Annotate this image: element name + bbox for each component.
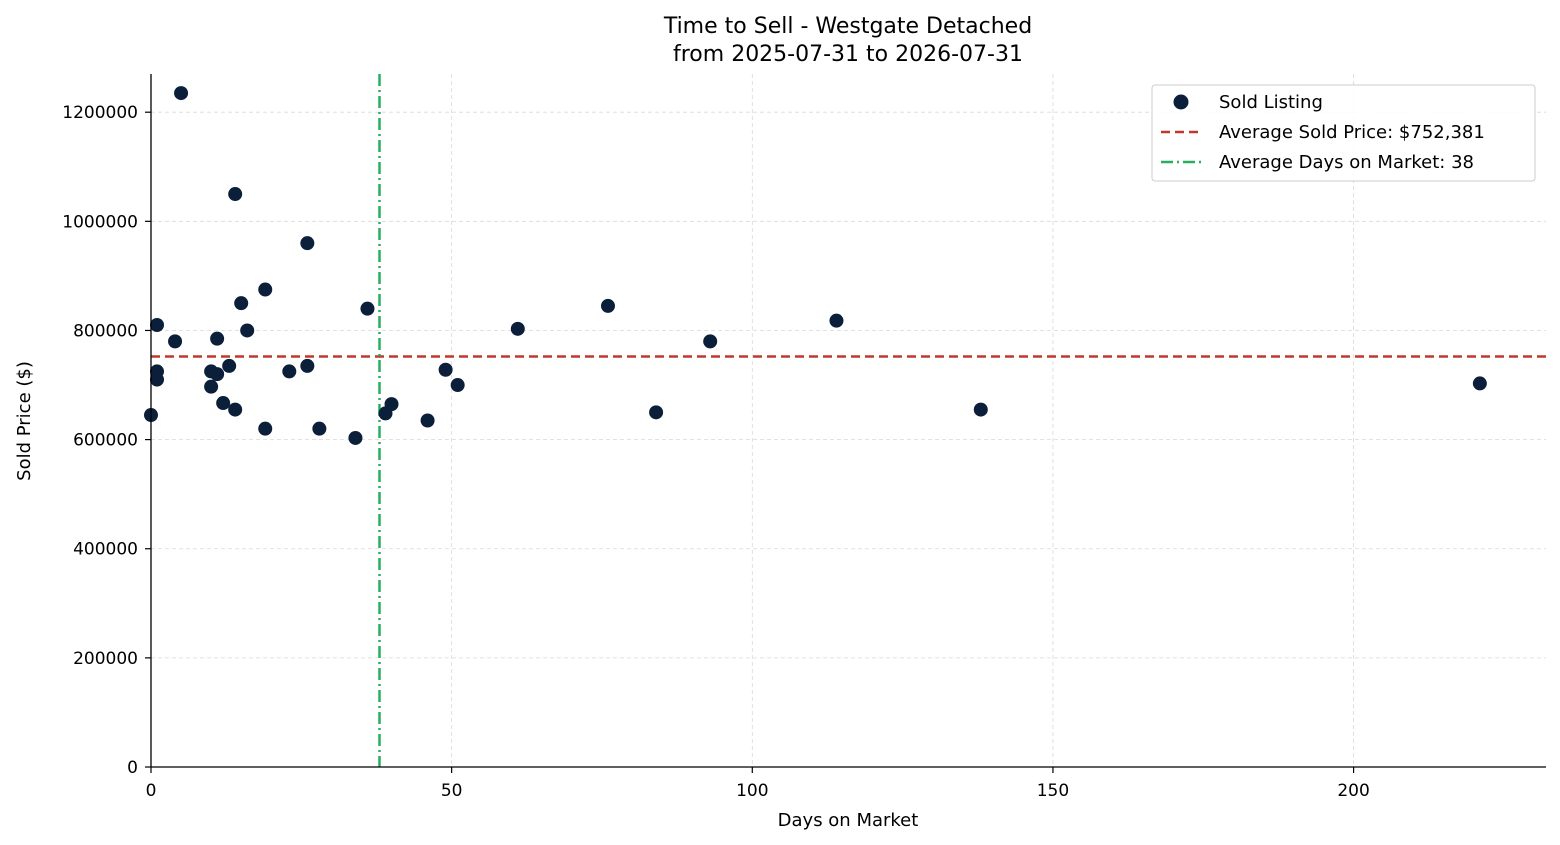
data-point bbox=[438, 362, 453, 377]
y-tick-label: 800000 bbox=[73, 321, 138, 341]
data-point bbox=[240, 323, 255, 338]
x-tick-label: 150 bbox=[1037, 781, 1069, 801]
x-tick-label: 100 bbox=[736, 781, 768, 801]
data-point bbox=[150, 372, 165, 387]
y-tick-label: 600000 bbox=[73, 431, 138, 451]
data-point bbox=[150, 318, 165, 333]
legend-box bbox=[1151, 84, 1536, 182]
data-point bbox=[228, 187, 243, 202]
data-point bbox=[973, 402, 988, 417]
reference-lines bbox=[151, 74, 1546, 767]
chart-title: Time to Sell - Westgate Detached bbox=[663, 14, 1032, 39]
data-point bbox=[228, 402, 243, 417]
axes bbox=[145, 74, 1546, 773]
x-tick-label: 0 bbox=[146, 781, 157, 801]
x-tick-label: 200 bbox=[1337, 781, 1369, 801]
data-point bbox=[210, 331, 225, 346]
data-point bbox=[216, 396, 231, 411]
data-point bbox=[234, 296, 249, 311]
data-point bbox=[174, 86, 189, 101]
data-point bbox=[360, 301, 375, 316]
data-point bbox=[1472, 376, 1487, 391]
y-tick-label: 400000 bbox=[73, 540, 138, 560]
data-point bbox=[258, 282, 273, 297]
data-point bbox=[168, 334, 183, 349]
data-point bbox=[420, 413, 435, 428]
chart-subtitle: from 2025-07-31 to 2026-07-31 bbox=[673, 42, 1023, 67]
data-point bbox=[510, 321, 525, 336]
tick-labels: 0 50 100 150 200 0 200000 400000 600000 800000 100… bbox=[62, 103, 1370, 801]
x-axis-label: Days on Market bbox=[778, 810, 919, 831]
data-point bbox=[222, 358, 237, 373]
legend-label-sold-listing: Sold Listing bbox=[1219, 92, 1323, 113]
data-point bbox=[649, 405, 664, 420]
data-point bbox=[312, 421, 327, 436]
data-point bbox=[204, 379, 219, 394]
x-tick-label: 50 bbox=[441, 781, 463, 801]
data-point bbox=[210, 367, 225, 382]
y-axis-label: Sold Price ($) bbox=[14, 361, 35, 481]
y-tick-label: 1200000 bbox=[62, 103, 138, 123]
data-point bbox=[600, 298, 615, 313]
data-point bbox=[703, 334, 718, 349]
data-points bbox=[144, 86, 1487, 445]
data-point bbox=[829, 313, 844, 328]
data-point bbox=[300, 358, 315, 373]
legend-marker-sold-listing bbox=[1173, 94, 1189, 110]
y-tick-label: 0 bbox=[127, 758, 138, 778]
y-tick-label: 1000000 bbox=[62, 212, 138, 232]
legend: Sold Listing Average Sold Price: $752,38… bbox=[1151, 84, 1536, 182]
data-point bbox=[384, 397, 399, 412]
data-point bbox=[282, 364, 297, 379]
data-point bbox=[348, 430, 363, 445]
data-point bbox=[258, 421, 273, 436]
legend-label-avg-days: Average Days on Market: 38 bbox=[1219, 152, 1474, 173]
y-tick-label: 200000 bbox=[73, 649, 138, 669]
legend-label-avg-price: Average Sold Price: $752,381 bbox=[1219, 122, 1485, 143]
data-point bbox=[300, 236, 315, 251]
data-point bbox=[450, 378, 465, 393]
